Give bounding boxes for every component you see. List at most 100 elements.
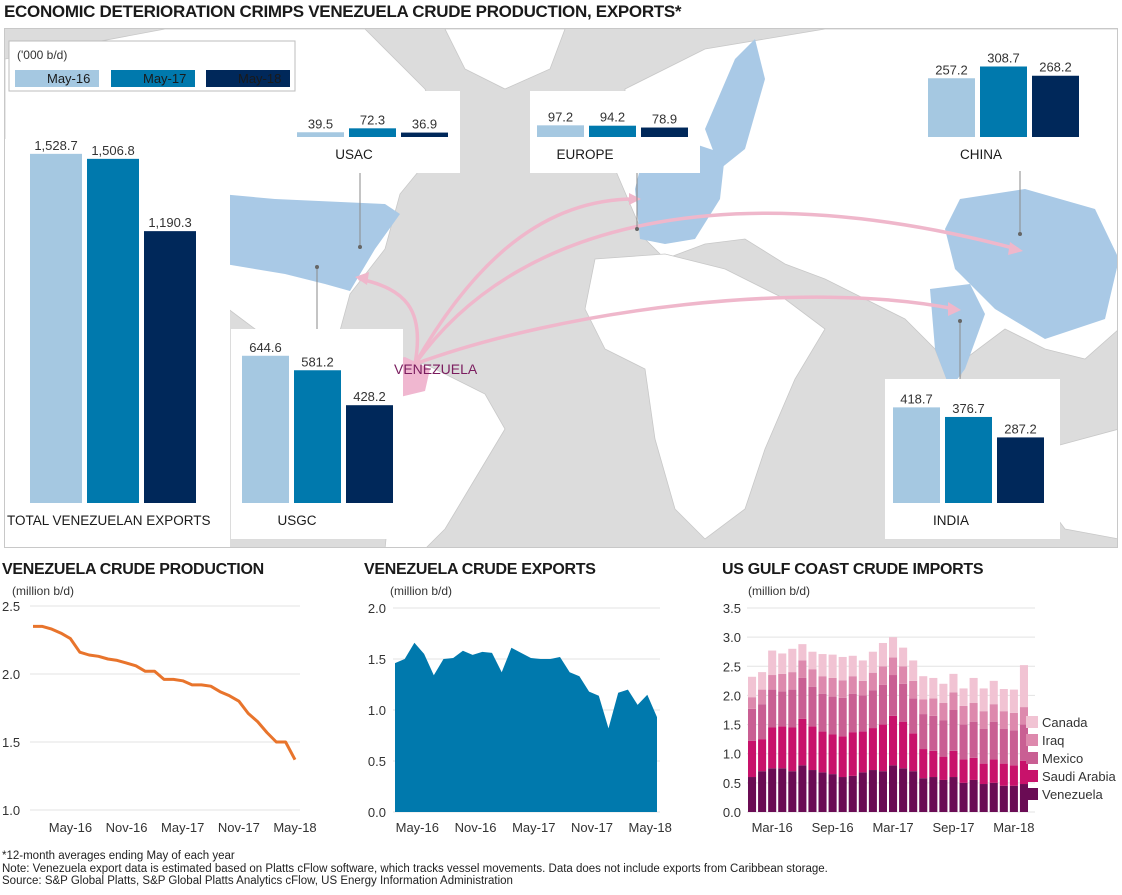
stack-segment-mexico [959, 724, 968, 760]
legend-label: Venezuela [1042, 787, 1103, 802]
bar-value-label: 644.6 [249, 340, 282, 355]
stack-segment-saudi-arabia [989, 759, 998, 783]
bar-value-label: 376.7 [952, 401, 985, 416]
bar-group-label: EUROPE [556, 147, 613, 162]
stack-segment-saudi-arabia [818, 731, 827, 773]
legend-label: Canada [1042, 715, 1088, 730]
stack-segment-iraq [999, 711, 1008, 729]
venezuela-label: VENEZUELA [394, 361, 478, 377]
stack-segment-saudi-arabia [929, 750, 938, 778]
bar-value-label: 268.2 [1039, 60, 1072, 75]
stack-segment-venezuela [959, 782, 968, 812]
stack-segment-iraq [878, 666, 887, 685]
production-unit-label: (million b/d) [12, 584, 75, 598]
legend-swatch [1026, 734, 1038, 746]
legend-label-may16: May-16 [47, 71, 90, 86]
x-tick-label: May-16 [396, 820, 439, 835]
stack-segment-iraq [929, 698, 938, 716]
y-tick-label: 2.5 [2, 599, 20, 614]
stack-segment-venezuela [999, 785, 1008, 812]
stack-segment-mexico [818, 693, 827, 732]
stack-segment-iraq [919, 699, 928, 715]
bar-usac-may-16 [297, 132, 344, 137]
legend-swatch [1026, 716, 1038, 728]
imports-legend: Canada Iraq Mexico Saudi Arabia Venezuela [1026, 715, 1116, 802]
stack-segment-saudi-arabia [899, 721, 908, 769]
stack-segment-venezuela [909, 771, 918, 812]
stack-segment-saudi-arabia [969, 757, 978, 780]
bar-usac-may-18 [401, 132, 448, 137]
arrow-heads [355, 193, 1023, 316]
stack-segment-venezuela [838, 777, 847, 812]
stack-segment-venezuela [1019, 784, 1028, 812]
stack-segment-canada [949, 673, 958, 693]
stack-segment-mexico [788, 689, 797, 728]
stack-segment-iraq [868, 672, 877, 691]
stack-segment-mexico [909, 698, 918, 734]
y-tick-label: 0.0 [723, 805, 741, 820]
stack-segment-venezuela [858, 772, 867, 812]
stack-segment-mexico [889, 675, 898, 716]
x-tick-label: May-17 [512, 820, 555, 835]
stack-segment-canada [909, 660, 918, 681]
bar-group-china: 257.2 308.7 268.2 CHINA [920, 43, 1095, 171]
stack-segment-canada [929, 677, 938, 699]
stack-segment-venezuela [929, 777, 938, 812]
legend-label-may17: May-17 [143, 71, 186, 86]
region-scandinavia [705, 39, 765, 169]
stack-segment-saudi-arabia [838, 736, 847, 778]
bar-value-label: 36.9 [412, 117, 437, 132]
x-tick-label: Nov-16 [455, 820, 497, 835]
stack-segment-iraq [858, 680, 867, 696]
bar-value-label: 1,506.8 [91, 143, 134, 158]
stack-segment-iraq [939, 703, 948, 721]
marker-china [1018, 232, 1022, 236]
bar-group-label: USAC [335, 147, 373, 162]
y-tick-label: 1.5 [368, 652, 386, 667]
stack-segment-mexico [979, 728, 988, 764]
bar-india-may-18 [997, 437, 1044, 503]
stack-segment-canada [999, 689, 1008, 712]
y-tick-label: 2.0 [2, 667, 20, 682]
bar-value-label: 1,190.3 [148, 215, 191, 230]
stack-segment-saudi-arabia [959, 759, 968, 783]
bar-value-label: 581.2 [301, 354, 334, 369]
stack-segment-venezuela [868, 770, 877, 812]
stack-segment-mexico [758, 704, 767, 740]
bar-value-label: 72.3 [360, 112, 385, 127]
stack-segment-canada [848, 655, 857, 677]
stack-segment-canada [868, 651, 877, 673]
stack-segment-canada [959, 688, 968, 706]
x-tick-label: Nov-17 [218, 820, 260, 835]
stack-segment-canada [979, 688, 988, 712]
stack-segment-iraq [959, 705, 968, 725]
exports-area [395, 642, 657, 812]
stack-segment-iraq [969, 703, 978, 722]
y-tick-label: 3.5 [723, 601, 741, 616]
stack-segment-iraq [838, 680, 847, 698]
stack-segment-venezuela [979, 784, 988, 812]
bar-china-may-18 [1032, 75, 1079, 137]
stack-segment-venezuela [848, 775, 857, 812]
stack-segment-saudi-arabia [939, 756, 948, 780]
stack-segment-canada [969, 677, 978, 704]
stack-segment-iraq [818, 676, 827, 694]
export-flow-arrows [358, 197, 1019, 366]
stack-segment-saudi-arabia [1019, 760, 1028, 785]
bar-value-label: 1,528.7 [34, 138, 77, 153]
bar-usgc-may-18 [346, 405, 393, 503]
x-tick-label: Mar-16 [752, 820, 793, 835]
x-tick-label: Mar-18 [993, 820, 1034, 835]
imports-unit-label: (million b/d) [748, 584, 811, 598]
stack-segment-venezuela [768, 768, 777, 812]
bar-total-may-17 [87, 158, 139, 504]
stack-segment-venezuela [969, 779, 978, 812]
marker-usac [358, 245, 362, 249]
stack-segment-saudi-arabia [919, 749, 928, 779]
stack-segment-mexico [748, 708, 757, 741]
bar-value-label: 39.5 [308, 116, 333, 131]
stack-segment-canada [808, 651, 817, 670]
stack-segment-iraq [979, 711, 988, 729]
bar-value-label: 94.2 [600, 110, 625, 125]
production-chart-title: VENEZUELA CRUDE PRODUCTION [2, 561, 264, 578]
